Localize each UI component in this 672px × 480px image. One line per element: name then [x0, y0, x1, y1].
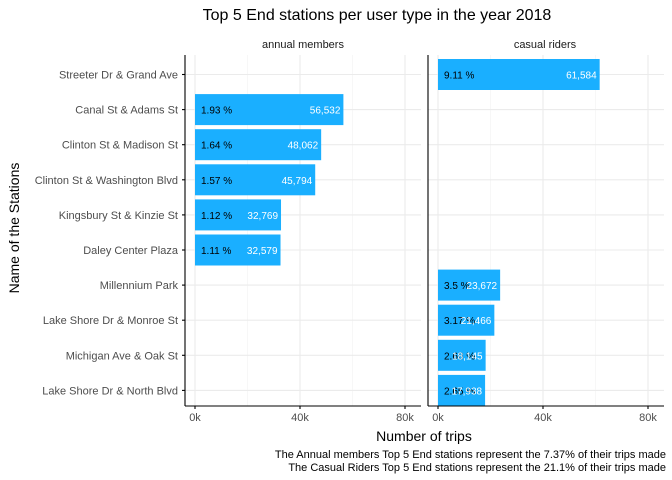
bar-annual-members-clinton-st-washington-blvd	[195, 164, 316, 196]
category-label-daley-center-plaza: Daley Center Plaza	[83, 245, 179, 257]
y-axis-title: Name of the Stations	[6, 163, 22, 294]
bar-annual-members-canal-st-adams-st	[195, 94, 344, 126]
percent-label-millennium-park: 3.5 %	[444, 281, 470, 292]
category-label-millennium-park: Millennium Park	[100, 280, 179, 292]
caption-casual-riders: The Casual Riders Top 5 End stations rep…	[288, 462, 666, 474]
facet-label-annual-members: annual members	[262, 39, 344, 51]
value-label-streeter-dr-grand-ave: 61,584	[566, 71, 597, 82]
value-label-lake-shore-dr-north-blvd: 17,938	[451, 386, 482, 397]
bars	[195, 59, 600, 406]
value-label-kingsbury-st-kinzie-st: 32,769	[247, 211, 278, 222]
percent-label-streeter-dr-grand-ave: 9.11 %	[444, 71, 474, 82]
value-label-clinton-st-madison-st: 48,062	[288, 141, 319, 152]
x-tick-label: 80k	[639, 412, 657, 424]
category-label-lake-shore-dr-monroe-st: Lake Shore Dr & Monroe St	[43, 315, 178, 327]
percent-label-canal-st-adams-st: 1.93 %	[201, 106, 232, 117]
chart-title: Top 5 End stations per user type in the …	[203, 7, 552, 24]
category-label-michigan-ave-oak-st: Michigan Ave & Oak St	[66, 350, 178, 362]
bar-casual-riders-lake-shore-dr-north-blvd	[438, 374, 486, 406]
value-label-millennium-park: 23,672	[467, 281, 498, 292]
axes: Streeter Dr & Grand Ave Canal St & Adams …	[35, 55, 664, 424]
percent-label-kingsbury-st-kinzie-st: 1.12 %	[201, 211, 232, 222]
bar-casual-riders-streeter-dr-grand-ave	[438, 59, 600, 90]
bar-casual-riders-lake-shore-dr-monroe-st	[438, 304, 495, 336]
category-label-canal-st-adams-st: Canal St & Adams St	[75, 105, 178, 117]
category-label-kingsbury-st-kinzie-st: Kingsbury St & Kinzie St	[59, 210, 178, 222]
x-tick-label: 80k	[396, 412, 414, 424]
caption-annual-members: The Annual members Top 5 End stations re…	[275, 449, 666, 461]
category-label-clinton-st-madison-st: Clinton St & Madison St	[62, 140, 178, 152]
x-tick-label: 0k	[432, 412, 444, 424]
x-axis-title: Number of trips	[376, 428, 472, 444]
percent-label-daley-center-plaza: 1.11 %	[201, 246, 231, 257]
percent-label-clinton-st-madison-st: 1.64 %	[201, 141, 232, 152]
category-label-clinton-st-washington-blvd: Clinton St & Washington Blvd	[35, 175, 178, 187]
bar-casual-riders-michigan-ave-oak-st	[438, 339, 486, 371]
value-label-lake-shore-dr-monroe-st: 21,466	[461, 316, 492, 327]
value-label-canal-st-adams-st: 56,532	[310, 106, 341, 117]
percent-label-michigan-ave-oak-st: 2.68 %	[444, 351, 475, 362]
value-label-clinton-st-washington-blvd: 45,794	[282, 176, 313, 187]
x-tick-label: 40k	[291, 412, 309, 424]
percent-label-clinton-st-washington-blvd: 1.57 %	[201, 176, 232, 187]
bar-annual-members-daley-center-plaza	[195, 234, 281, 266]
facet-label-casual-riders: casual riders	[514, 39, 577, 51]
percent-label-lake-shore-dr-north-blvd: 2.65 %	[444, 386, 475, 397]
bar-casual-riders-millennium-park	[438, 269, 501, 301]
x-tick-label: 0k	[189, 412, 201, 424]
percent-label-lake-shore-dr-monroe-st: 3.17 %	[444, 316, 475, 327]
value-label-daley-center-plaza: 32,579	[247, 246, 278, 257]
bar-annual-members-clinton-st-madison-st	[195, 129, 322, 161]
bar-labels: 1.93 % 56,532 1.64 % 48,062 1.57 % 45,794 1.12…	[201, 71, 597, 398]
category-label-lake-shore-dr-north-blvd: Lake Shore Dr & North Blvd	[42, 385, 178, 397]
gridlines	[185, 55, 664, 406]
category-label-streeter-dr-grand-ave: Streeter Dr & Grand Ave	[59, 70, 178, 82]
bar-annual-members-kingsbury-st-kinzie-st	[195, 199, 282, 231]
value-label-michigan-ave-oak-st: 18,145	[452, 351, 483, 362]
x-tick-label: 40k	[534, 412, 552, 424]
